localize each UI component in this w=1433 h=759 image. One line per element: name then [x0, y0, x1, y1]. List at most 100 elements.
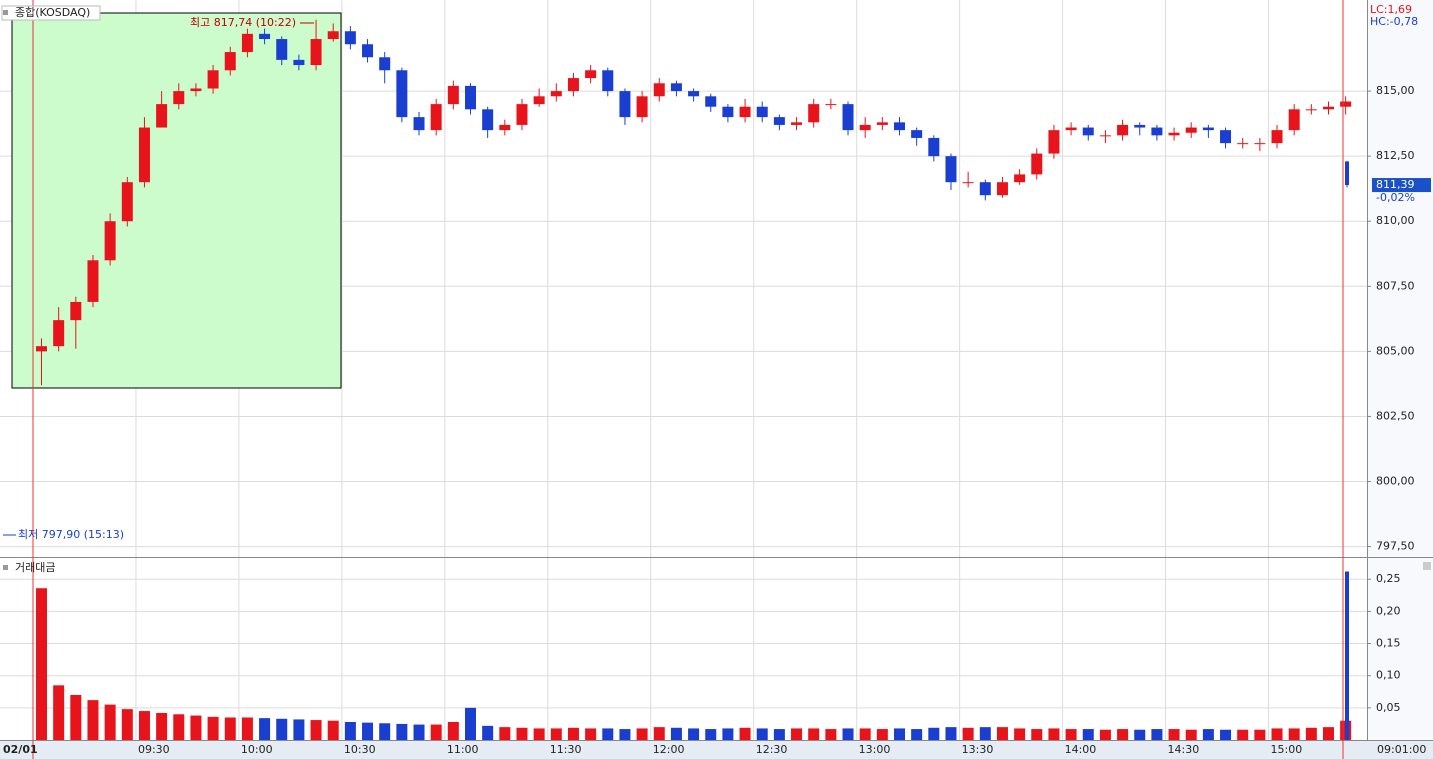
- high-annotation: 최고 817,74 (10:22): [190, 16, 296, 29]
- candle-body: [1305, 109, 1317, 111]
- volume-bar: [773, 729, 785, 740]
- panel-button[interactable]: [1423, 562, 1431, 570]
- x-tick-label: 10:30: [344, 743, 376, 756]
- y-tick-label: 812,50: [1376, 149, 1415, 162]
- y-tick-label: 807,50: [1376, 279, 1415, 292]
- candle-body: [550, 91, 562, 97]
- volume-bar: [636, 728, 648, 740]
- candle-body: [619, 91, 631, 118]
- volume-bar: [1048, 728, 1060, 740]
- candle-body: [241, 33, 253, 53]
- candle-body: [636, 96, 648, 118]
- candle-body: [1288, 109, 1300, 131]
- candle-body: [207, 70, 219, 89]
- candle-body: [567, 78, 579, 92]
- x-tick-label: 14:30: [1168, 743, 1200, 756]
- volume-bar: [1220, 729, 1232, 740]
- volume-bar: [791, 728, 803, 740]
- x-tick-label: 10:00: [241, 743, 273, 756]
- hc-label: HC:-0,78: [1370, 15, 1418, 28]
- volume-bar: [344, 721, 356, 740]
- candle-body: [70, 301, 82, 321]
- candle-body: [1151, 127, 1163, 136]
- candle-body: [1345, 161, 1349, 186]
- candle-body: [156, 104, 168, 128]
- candle-body: [396, 70, 408, 118]
- y-tick-label: 797,50: [1376, 540, 1415, 553]
- volume-bar: [996, 727, 1008, 740]
- candle-body: [1082, 127, 1094, 136]
- volume-bar: [928, 727, 940, 740]
- volume-bar: [533, 728, 545, 740]
- y-tick-label: 800,00: [1376, 475, 1415, 488]
- change-label: -0,02%: [1376, 191, 1415, 204]
- candle-body: [138, 127, 150, 183]
- volume-bar: [979, 727, 991, 740]
- volume-bar: [259, 718, 271, 740]
- x-axis-band: [0, 740, 1433, 759]
- volume-bar: [241, 717, 253, 740]
- volume-bar: [396, 723, 408, 740]
- candle-body: [36, 346, 47, 352]
- volume-bar: [739, 727, 751, 740]
- candle-body: [447, 85, 459, 105]
- candle-body: [533, 96, 545, 105]
- candle-body: [756, 106, 768, 118]
- candle-body: [87, 260, 99, 302]
- volume-bar: [447, 721, 459, 740]
- candle-body: [190, 88, 202, 92]
- candle-body: [1168, 132, 1180, 136]
- volume-bar: [1134, 729, 1146, 740]
- candle-body: [1340, 101, 1352, 107]
- volume-bar: [138, 711, 150, 740]
- highlight-box: [11, 12, 342, 389]
- volume-bar: [87, 700, 99, 740]
- candle-body: [1117, 124, 1129, 136]
- y-tick-label: 810,00: [1376, 214, 1415, 227]
- candle-body: [327, 31, 339, 40]
- title-icon: [3, 10, 8, 15]
- y-tick-label: 0,25: [1376, 572, 1401, 585]
- volume-bar: [825, 729, 837, 740]
- volume-bar: [962, 727, 974, 740]
- y-tick-label: 0,20: [1376, 604, 1401, 617]
- candle-body: [791, 122, 803, 125]
- candle-body: [928, 137, 940, 157]
- volume-bar: [670, 727, 682, 740]
- volume-bar: [602, 728, 614, 740]
- volume-bar: [550, 728, 562, 740]
- volume-bar: [619, 729, 631, 740]
- last-price-label: 811,39: [1376, 178, 1415, 191]
- candle-body: [1202, 127, 1214, 131]
- candle-body: [1220, 130, 1232, 144]
- candle-body: [482, 109, 494, 131]
- low-annotation: 최저 797,90 (15:13): [18, 528, 124, 541]
- candle-body: [739, 106, 751, 118]
- volume-bar: [310, 720, 322, 740]
- volume-bar: [945, 727, 957, 740]
- candle-body: [585, 70, 597, 79]
- volume-bar: [842, 728, 854, 740]
- volume-bar: [516, 727, 528, 740]
- candle-body: [1065, 127, 1077, 131]
- candle-body: [722, 106, 734, 118]
- volume-bar: [808, 728, 820, 740]
- x-tick-label: 13:00: [859, 743, 891, 756]
- candle-body: [1254, 143, 1266, 145]
- candle-body: [688, 91, 700, 97]
- volume-bar: [1014, 728, 1026, 740]
- candle-body: [894, 122, 905, 131]
- candle-body: [842, 104, 854, 131]
- candle-body: [962, 182, 974, 184]
- volume-bar: [722, 728, 734, 740]
- volume-icon: [3, 565, 8, 570]
- last-price-box: [1372, 178, 1431, 193]
- volume-bar: [705, 729, 717, 740]
- volume-bar: [156, 712, 168, 740]
- volume-bar: [1168, 729, 1180, 740]
- candle-body: [996, 182, 1008, 196]
- volume-bar: [1117, 729, 1129, 740]
- candle-body: [430, 104, 442, 131]
- volume-bar: [362, 722, 374, 740]
- candle-body: [362, 44, 374, 58]
